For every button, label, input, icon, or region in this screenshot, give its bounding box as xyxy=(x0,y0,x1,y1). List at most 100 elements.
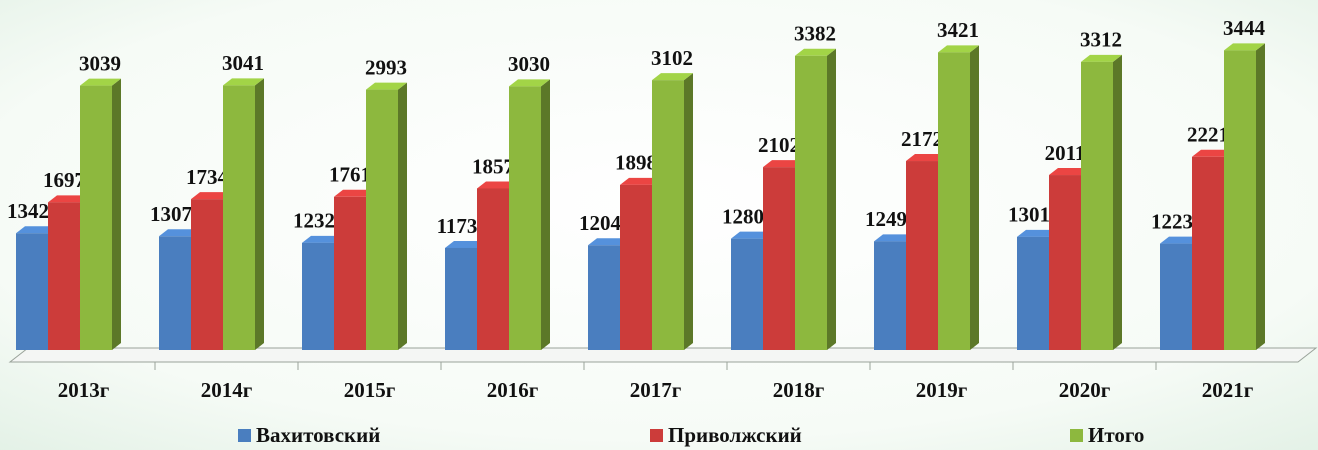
bar-top xyxy=(874,234,915,242)
bar-side xyxy=(398,82,407,350)
bar-side xyxy=(970,45,979,351)
bar-side xyxy=(255,78,264,351)
bar-side xyxy=(1113,54,1122,351)
x-tick-label: 2016г xyxy=(487,378,539,402)
bar-side xyxy=(684,73,693,350)
bar-top xyxy=(1017,229,1058,237)
data-label: 1307 xyxy=(150,202,192,226)
bar xyxy=(445,247,477,350)
bar xyxy=(334,196,366,350)
bar xyxy=(48,202,80,350)
legend-label: Приволжский xyxy=(668,423,802,447)
bar-top xyxy=(1192,149,1233,157)
bar-top xyxy=(334,189,375,197)
data-label: 1301 xyxy=(1008,203,1050,227)
data-label: 1697 xyxy=(43,168,85,192)
bar-side xyxy=(112,78,121,351)
data-label: 1204 xyxy=(579,211,622,235)
data-label: 1857 xyxy=(472,154,514,178)
data-label: 3444 xyxy=(1223,16,1266,40)
bar-top xyxy=(302,235,343,243)
data-label: 1223 xyxy=(1151,209,1193,233)
bar-top xyxy=(80,78,121,86)
bar xyxy=(1224,50,1256,350)
bar xyxy=(620,184,652,350)
x-tick-label: 2013г xyxy=(58,378,110,402)
bar-top xyxy=(731,231,772,239)
x-tick-label: 2021г xyxy=(1202,378,1254,402)
bar xyxy=(1192,156,1224,350)
data-label: 2011 xyxy=(1045,141,1086,165)
bar-top xyxy=(906,154,947,162)
data-label: 3382 xyxy=(794,22,836,46)
data-label: 3421 xyxy=(937,18,979,42)
bar-top xyxy=(16,226,57,234)
bar-top xyxy=(763,160,804,168)
legend-swatch xyxy=(238,429,251,442)
legend-swatch xyxy=(650,429,663,442)
legend-label: Вахитовский xyxy=(256,423,380,447)
bar xyxy=(1081,61,1113,351)
bar xyxy=(1160,243,1192,350)
bar-top xyxy=(366,82,407,90)
bar xyxy=(1017,236,1049,350)
data-label: 1249 xyxy=(865,207,907,231)
bar xyxy=(302,242,334,350)
bar-top xyxy=(223,78,264,86)
bar-side xyxy=(827,48,836,351)
bar-top xyxy=(509,79,550,87)
x-tick-label: 2014г xyxy=(201,378,253,402)
data-label: 3039 xyxy=(79,51,121,75)
bar-top xyxy=(795,48,836,56)
plot: 2013г 1342 1697 3039 2014г 1307 1734 3041 2015г 1… xyxy=(7,16,1266,402)
x-tick-label: 2017г xyxy=(630,378,682,402)
bar xyxy=(906,161,938,350)
bar-top xyxy=(477,181,518,189)
legend-label: Итого xyxy=(1088,423,1144,447)
bar-top xyxy=(652,73,693,81)
bar xyxy=(159,236,191,350)
bar-top xyxy=(938,45,979,53)
bar-top xyxy=(191,192,232,200)
bar-top xyxy=(1049,168,1090,176)
bar-top xyxy=(588,238,629,246)
data-label: 2221 xyxy=(1187,123,1229,147)
bar xyxy=(652,80,684,350)
bar xyxy=(795,55,827,351)
bar xyxy=(366,89,398,350)
bar xyxy=(874,241,906,350)
bar-top xyxy=(1160,236,1201,244)
bar xyxy=(588,245,620,350)
bar xyxy=(80,85,112,351)
bar-top xyxy=(48,195,89,203)
data-label: 3312 xyxy=(1080,28,1122,52)
legend-swatch xyxy=(1070,429,1083,442)
data-label: 1734 xyxy=(186,165,229,189)
bar-top xyxy=(159,229,200,237)
data-label: 1342 xyxy=(7,199,49,223)
bar-side xyxy=(1256,43,1265,350)
bar xyxy=(938,52,970,351)
data-label: 1898 xyxy=(615,151,657,175)
data-label: 1232 xyxy=(293,209,335,233)
bar-side xyxy=(541,79,550,350)
bar xyxy=(191,199,223,350)
bar-top xyxy=(1224,43,1265,51)
bar xyxy=(509,86,541,350)
x-tick-label: 2020г xyxy=(1059,378,1111,402)
data-label: 1761 xyxy=(329,163,371,187)
data-label: 3102 xyxy=(651,46,693,70)
data-label: 3030 xyxy=(508,52,550,76)
x-tick-label: 2019г xyxy=(916,378,968,402)
bar xyxy=(16,233,48,350)
x-tick-label: 2015г xyxy=(344,378,396,402)
bar-top xyxy=(1081,54,1122,62)
data-label: 3041 xyxy=(222,51,264,75)
bar-top xyxy=(445,240,486,248)
x-tick-label: 2018г xyxy=(773,378,825,402)
bar xyxy=(763,167,795,350)
data-label: 1173 xyxy=(437,214,478,238)
data-label: 1280 xyxy=(722,204,764,228)
